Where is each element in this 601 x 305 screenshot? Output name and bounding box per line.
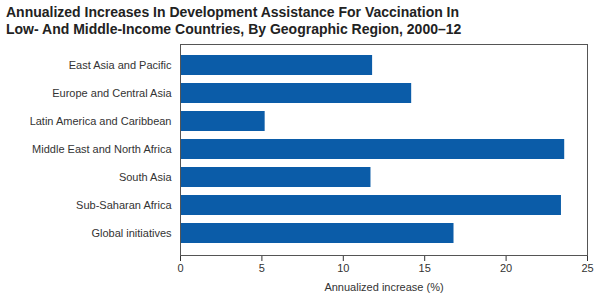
svg-text:25: 25 [581, 262, 593, 274]
svg-text:Sub-Saharan Africa: Sub-Saharan Africa [76, 199, 172, 211]
html-text:Annualized Increases In Develo: Annualized Increases In Development Assi… [6, 4, 462, 37]
svg-text:Middle East and North Africa: Middle East and North Africa [32, 143, 172, 155]
svg-text:10: 10 [337, 262, 349, 274]
svg-text:Europe and Central Asia: Europe and Central Asia [52, 87, 172, 99]
svg-text:Annualized increase (%): Annualized increase (%) [324, 281, 443, 293]
svg-text:5: 5 [259, 262, 265, 274]
svg-text:20: 20 [500, 262, 512, 274]
svg-text:Global initiatives: Global initiatives [91, 227, 172, 239]
svg-text:0: 0 [177, 262, 183, 274]
svg-text:East Asia and Pacific: East Asia and Pacific [69, 59, 172, 71]
svg-text:15: 15 [419, 262, 431, 274]
svg-text:South Asia: South Asia [119, 171, 172, 183]
svg-text:Latin America and Caribbean: Latin America and Caribbean [30, 115, 172, 127]
